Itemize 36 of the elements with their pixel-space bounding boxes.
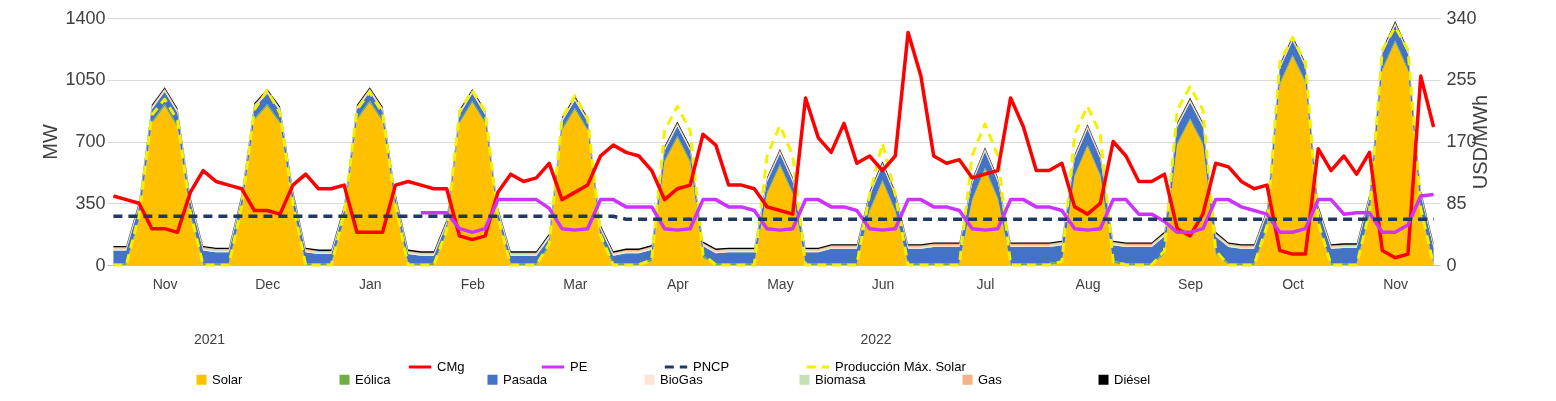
legend-label: Gas xyxy=(978,371,1003,387)
y-tick-label: 350 xyxy=(75,192,106,213)
y2-tick-label: 340 xyxy=(1446,7,1477,28)
x-tick-label: Oct xyxy=(1282,275,1305,292)
x-tick-label: May xyxy=(767,275,794,292)
x-tick-label: Feb xyxy=(460,275,486,292)
y-tick-label: 700 xyxy=(75,131,106,151)
legend-label: PE xyxy=(570,359,588,374)
y-tick-label: 1400 xyxy=(65,7,106,28)
text: 2021 xyxy=(193,331,226,347)
x-tick-label: Sep xyxy=(1178,275,1204,292)
y-tick-label: 1050 xyxy=(65,69,106,90)
x-tick-label: Dec xyxy=(255,275,281,292)
x-tick-label: Jul xyxy=(976,275,995,292)
legend-label: Pasada xyxy=(503,371,548,387)
y-tick-label: 0 xyxy=(95,254,106,275)
y-axis-title: MW xyxy=(39,124,62,160)
legend-label: Producción Máx. Solar xyxy=(835,359,967,374)
text: 2022 xyxy=(860,331,892,347)
legend-label: Eólica xyxy=(355,371,392,387)
legend-label: Solar xyxy=(212,371,244,387)
x-tick-label: Jan xyxy=(358,275,382,292)
y2-tick-label: 255 xyxy=(1446,69,1477,90)
x-tick-label: Mar xyxy=(563,275,588,292)
x-tick-label: Nov xyxy=(152,275,178,292)
y2-tick-label: 0 xyxy=(1446,254,1457,275)
legend-label: BioGas xyxy=(660,371,704,387)
legend-label: Biomasa xyxy=(815,371,867,387)
legend-label: CMg xyxy=(437,359,465,374)
x-tick-label: Apr xyxy=(666,275,690,292)
x-tick-label: Nov xyxy=(1383,275,1409,292)
x-tick-label: Jun xyxy=(871,275,895,292)
x-tick-label: Aug xyxy=(1075,275,1101,292)
legend-label: PNCP xyxy=(693,359,730,374)
y2-tick-label: 85 xyxy=(1446,192,1467,213)
legend-label: Diésel xyxy=(1114,371,1151,387)
